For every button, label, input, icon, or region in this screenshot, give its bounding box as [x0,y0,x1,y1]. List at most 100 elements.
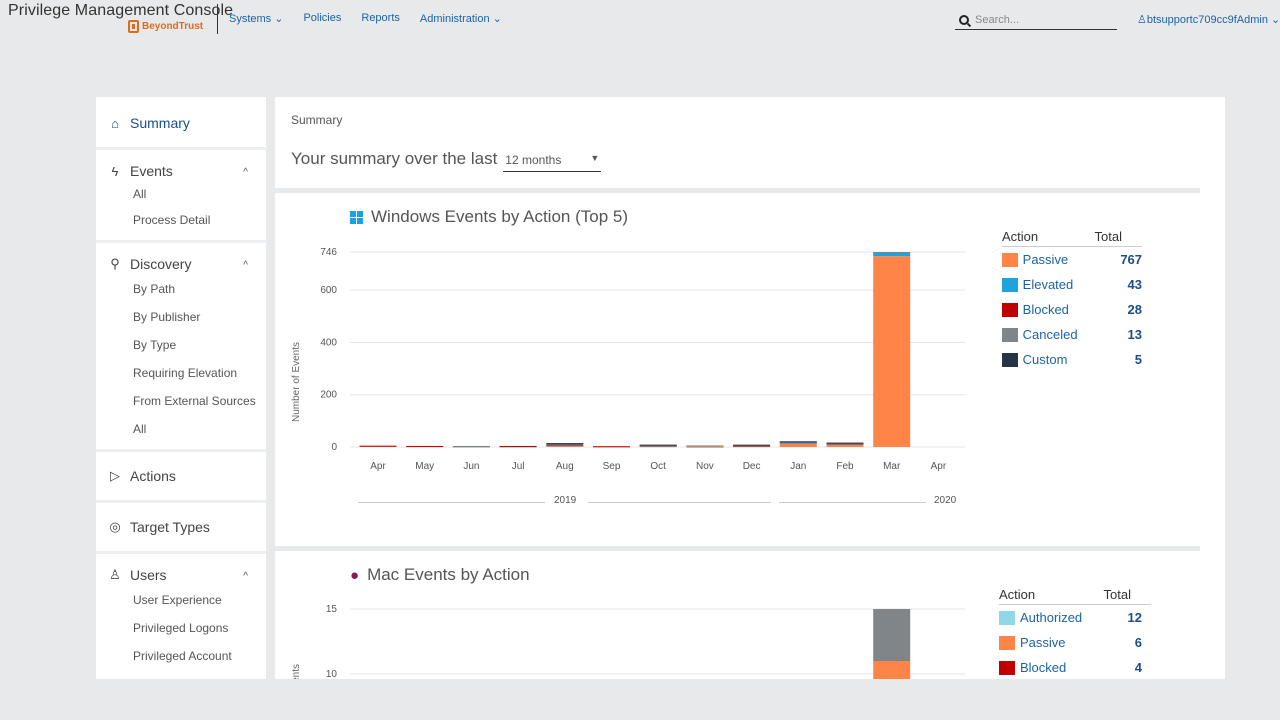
legend-label: Blocked [1022,302,1069,317]
bar-segment-canceled [873,609,911,661]
sidebar-actions-section: ▷ Actions [96,452,266,503]
app-title: Privilege Management Console [8,2,234,19]
beyondtrust-logo: BeyondTrust [128,20,203,33]
bar-segment-blocked [406,445,444,447]
dropdown-arrow-icon: ▼ [590,153,600,163]
bar-segment-canceled [452,445,490,447]
bar-segment-passive [826,444,864,447]
sidebar-item-events[interactable]: ϟ Events [108,160,266,182]
chevron-up-icon[interactable]: ^ [243,167,248,178]
sidebar-events-section: ϟ Events ^ All Process Detail [96,150,266,243]
sidebar-discovery-section: ⚲ Discovery ^ By Path By Publisher By Ty… [96,243,266,452]
bar-segment-passive [873,661,911,679]
sidebar-summary-section: ⌂ Summary [96,97,266,150]
legend-swatch [999,610,1015,625]
chevron-down-icon: ⌄ [492,13,502,25]
home-icon: ⌂ [111,115,119,131]
mac-chart-title: ● Mac Events by Action [350,565,530,585]
sidebar-subitem-privileged-logons[interactable]: Privileged Logons [133,621,229,635]
x-tick-label: Feb [836,461,854,472]
bar-segment-canceled [546,443,584,445]
legend-label: Passive [1020,635,1066,650]
main-content: Summary Your summary over the last 12 mo… [275,97,1225,679]
sidebar-subitem-requiring-elevation[interactable]: Requiring Elevation [133,366,238,380]
nav-policies[interactable]: Policies [303,12,342,24]
bar-segment-custom [826,442,864,444]
sidebar-item-users-label: Users [130,567,167,583]
y-tick-label: 15 [326,604,338,615]
x-tick-label: Aug [556,461,574,472]
mac-chart-title-text: Mac Events by Action [367,565,530,584]
sidebar-item-events-label: Events [130,163,173,179]
year-line-2019-right [588,502,771,503]
x-tick-label: Jul [512,461,525,472]
bar-segment-blocked [359,445,397,447]
legend-total: 4 [1134,660,1142,675]
sidebar-item-actions[interactable]: ▷ Actions [108,465,266,487]
sidebar-subitem-events-all[interactable]: All [133,187,147,201]
user-menu[interactable]: ♙btsupportc709cc9fAdmin ⌄ [1137,13,1280,26]
lightning-icon: ϟ [111,163,119,179]
windows-icon [350,210,363,224]
y-tick-label: 600 [320,285,337,296]
chevron-up-icon[interactable]: ^ [243,571,248,582]
x-tick-label: Sep [603,461,621,472]
x-tick-label: Jan [790,461,806,472]
legend-item-passive[interactable]: Passive 6 [999,630,1151,655]
legend-total: 767 [1120,252,1143,267]
brand[interactable]: Privilege Management Console [8,2,233,20]
sidebar-subitem-discovery-all[interactable]: All [133,422,147,436]
chevron-up-icon[interactable]: ^ [243,260,248,271]
sidebar-item-users[interactable]: ♙ Users [108,564,266,586]
bar-segment-blocked [826,443,864,445]
sidebar-item-discovery[interactable]: ⚲ Discovery [108,253,266,275]
sidebar-item-target-types[interactable]: ◎ Target Types [108,516,266,538]
sidebar-subitem-by-path[interactable]: By Path [133,282,176,296]
sidebar-subitem-process-detail[interactable]: Process Detail [133,213,211,227]
summary-period-line: Your summary over the last 12 months ▼ [291,149,602,172]
sidebar-subitem-by-type[interactable]: By Type [133,338,177,352]
search-input[interactable]: Search... [955,10,1117,30]
period-select[interactable]: 12 months ▼ [503,153,602,172]
bar-segment-passive [779,443,817,447]
legend-item-authorized[interactable]: Authorized 12 [999,605,1151,630]
legend-label: Canceled [1022,327,1078,342]
sidebar-subitem-privileged-account[interactable]: Privileged Account [133,649,232,663]
bar-segment-passive [686,446,724,448]
legend-header-total: Total [1094,229,1122,244]
sidebar-item-discovery-label: Discovery [130,256,192,272]
sidebar-item-summary[interactable]: ⌂ Summary [108,112,266,134]
legend-item-blocked[interactable]: Blocked 28 [1002,297,1142,322]
x-tick-label: Dec [743,461,761,472]
nav-systems[interactable]: Systems ⌄ [229,12,283,25]
y-axis-label: Number of Events [291,342,302,422]
legend-item-elevated[interactable]: Elevated 43 [1002,272,1142,297]
legend-total: 28 [1127,302,1143,317]
legend-total: 43 [1127,277,1143,292]
sidebar-item-actions-label: Actions [130,468,176,484]
x-tick-label: May [415,461,434,472]
beyondtrust-logo-icon [128,20,139,33]
legend-item-canceled[interactable]: Canceled 13 [1002,322,1142,347]
legend-total: 13 [1127,327,1143,342]
legend-item-blocked[interactable]: Blocked 4 [999,655,1151,679]
mac-events-chart: Events 10 15 [291,604,965,679]
legend-swatch [1002,252,1018,267]
nav-reports[interactable]: Reports [361,12,400,24]
legend-item-custom[interactable]: Custom 5 [1002,347,1142,372]
legend-label: Blocked [1020,660,1067,675]
legend-label: Passive [1022,252,1069,267]
bar-segment-passive [546,445,584,447]
sidebar-subitem-user-experience[interactable]: User Experience [133,593,222,607]
bar-segment-custom [733,444,771,446]
nav-administration[interactable]: Administration ⌄ [420,12,502,25]
bar-segment-blocked [593,446,630,448]
user-icon: ♙ [1137,14,1147,26]
mac-chart-legend: Action Total Authorized 12 Passive 6 Blocked… [999,587,1151,679]
legend-label: Authorized [1020,610,1083,625]
chevron-down-icon: ⌄ [1271,14,1280,26]
sidebar-subitem-by-publisher[interactable]: By Publisher [133,310,201,324]
legend-item-passive[interactable]: Passive 767 [1002,247,1142,272]
sidebar-subitem-external-sources[interactable]: From External Sources [133,394,256,408]
legend-label: Custom [1022,352,1068,367]
